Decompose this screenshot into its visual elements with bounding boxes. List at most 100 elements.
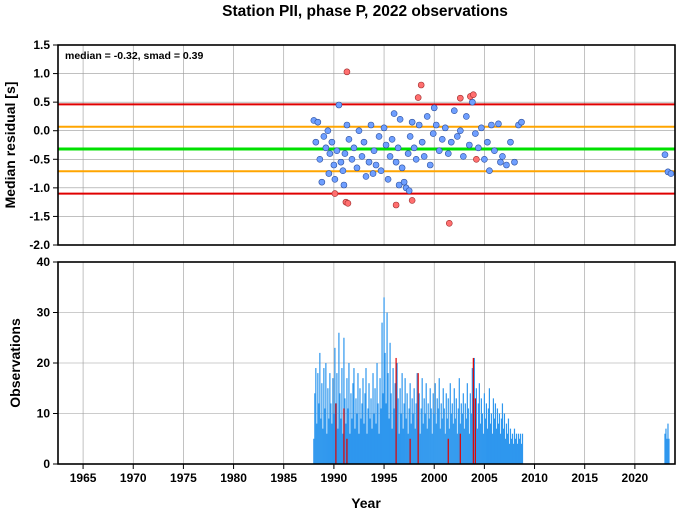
residual-point	[405, 187, 413, 195]
residual-frame	[57, 44, 676, 246]
residual-point	[447, 138, 455, 146]
residual-point	[340, 181, 348, 189]
residual-point	[426, 161, 434, 169]
residual-point	[453, 133, 461, 140]
residual-outlier-point	[470, 91, 477, 99]
observations-y-tick-label: 10	[37, 407, 51, 421]
observations-y-label: Observations	[7, 318, 23, 408]
chart-title: Station PII, phase P, 2022 observations	[222, 3, 508, 20]
residual-point	[331, 175, 339, 183]
residual-point	[335, 101, 343, 109]
residual-point	[457, 127, 464, 135]
residual-point	[343, 121, 351, 129]
residual-point	[481, 155, 488, 163]
residual-point	[339, 167, 347, 175]
observations-bars	[313, 297, 670, 464]
x-tick-label: 2015	[571, 471, 598, 485]
residual-point	[362, 173, 370, 180]
residual-point	[358, 153, 366, 160]
residual-point	[396, 115, 404, 123]
observations-y-tick-label: 30	[37, 306, 51, 320]
x-tick-label: 1975	[170, 471, 197, 485]
residual-point	[667, 170, 675, 177]
residual-point	[435, 147, 443, 155]
residual-point	[466, 141, 473, 149]
residual-point	[503, 161, 510, 169]
residual-point	[314, 118, 322, 126]
residual-y-label: Median residual [s]	[2, 82, 18, 209]
residual-point	[353, 164, 361, 172]
residual-point	[430, 104, 438, 112]
residual-point	[380, 124, 388, 132]
residual-outlier-point	[473, 155, 480, 163]
residual-point	[320, 133, 328, 140]
residual-point	[355, 127, 363, 135]
residual-point	[497, 158, 504, 166]
residual-point	[367, 121, 375, 129]
x-tick-label: 1995	[371, 471, 398, 485]
residual-y-tick-label: 1.5	[33, 38, 50, 52]
residual-point	[412, 155, 420, 163]
residual-point	[418, 138, 426, 146]
residual-y-tick-label: -1.0	[29, 181, 50, 195]
residual-point	[484, 138, 491, 146]
residual-point	[486, 167, 493, 175]
residual-y-ticks: 1.5 1.0 0.5 0.0 -0.5 -1.0 -1.5 -2.0	[29, 38, 58, 252]
residual-point	[400, 178, 408, 186]
residual-reference-lines	[58, 103, 675, 195]
residual-point	[333, 147, 341, 155]
residual-point	[390, 110, 398, 117]
residual-point	[395, 181, 403, 189]
residual-point	[348, 155, 356, 163]
residual-panel: 1.5 1.0 0.5 0.0 -0.5 -1.0 -1.5 -2.0 median = -0…	[2, 38, 676, 252]
residual-point	[441, 124, 449, 132]
residual-point	[420, 153, 428, 160]
residual-point	[444, 150, 452, 157]
residual-point	[450, 107, 458, 115]
residual-outlier-point	[343, 68, 351, 76]
residual-point	[322, 144, 330, 152]
residual-point	[507, 138, 514, 146]
residual-y-tick-label: 1.0	[33, 67, 50, 81]
residual-y-tick-label: -1.5	[29, 209, 50, 223]
residual-point	[404, 150, 412, 157]
residual-point	[475, 144, 482, 152]
x-tick-label: 1990	[321, 471, 348, 485]
residual-outlier-point	[445, 219, 453, 227]
residual-point	[312, 138, 320, 146]
residual-point	[518, 118, 525, 126]
x-tick-label: 1965	[70, 471, 97, 485]
observations-x-ticks: 1965 1970 1975 1980 1985 1990 1995 2000 2005 2010…	[70, 464, 649, 485]
observations-y-tick-label: 20	[37, 356, 51, 370]
residual-point	[350, 144, 358, 152]
observations-y-ticks: 40 30 20 10 0	[37, 255, 58, 471]
residual-point	[469, 98, 476, 106]
residual-outlier-point	[414, 94, 422, 101]
x-axis-label: Year	[351, 495, 381, 511]
residual-y-tick-label: 0.0	[33, 124, 50, 138]
residual-point	[408, 118, 416, 126]
residual-point	[460, 153, 467, 160]
residual-annotation: median = -0.32, smad = 0.39	[65, 50, 203, 62]
residual-point	[415, 121, 423, 129]
residual-point	[472, 130, 479, 137]
x-tick-label: 2005	[471, 471, 498, 485]
residual-point	[345, 135, 353, 143]
residual-grid	[58, 44, 675, 246]
x-tick-label: 1985	[270, 471, 297, 485]
residual-point	[341, 150, 349, 157]
residual-outlier-point	[408, 197, 416, 204]
residual-point	[316, 155, 324, 163]
residual-outlier-point	[344, 199, 352, 207]
observations-y-tick-label: 0	[43, 457, 50, 471]
residual-point	[386, 153, 394, 160]
residual-point	[337, 158, 345, 166]
residual-point	[326, 150, 334, 157]
residual-point	[398, 164, 406, 172]
x-tick-label: 1970	[120, 471, 147, 485]
residual-point	[463, 113, 470, 120]
residual-point	[318, 178, 326, 186]
residual-point	[384, 175, 392, 183]
residual-point	[432, 121, 440, 129]
